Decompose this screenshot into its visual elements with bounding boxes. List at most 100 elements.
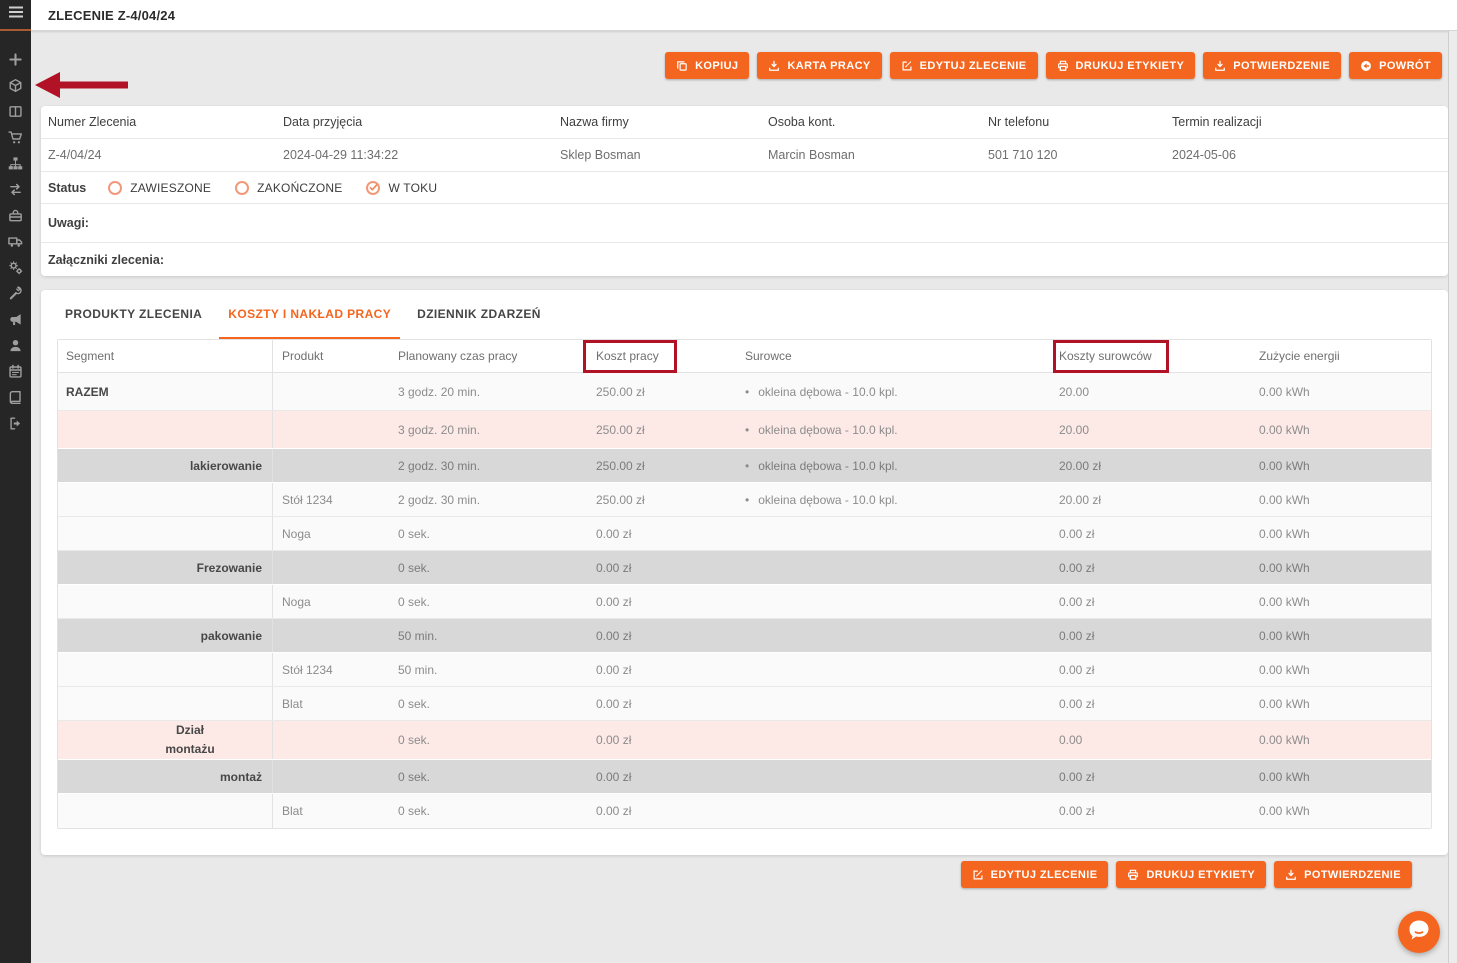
top-karta-pracy-button[interactable]: KARTA PRACY [757, 52, 881, 79]
chat-launcher-button[interactable] [1398, 911, 1440, 953]
cube-icon [8, 78, 23, 98]
table-row: Stół 1234 50 min. 0.00 zł 0.00 zł 0.00 k… [58, 653, 1431, 687]
cell-produkt: Blat [273, 794, 391, 828]
top-drukuj-etykiety-button[interactable]: DRUKUJ ETYKIETY [1046, 52, 1196, 79]
attachments-label: Załączniki zlecenia: [48, 253, 164, 267]
cell-koszt-pracy: 250.00 zł [583, 373, 730, 410]
top-kopiuj-button[interactable]: KOPIUJ [665, 52, 749, 79]
sidebar-item-book[interactable] [0, 387, 31, 413]
cell-koszt-pracy: 0.00 zł [583, 517, 730, 550]
sidebar-item-megaphone[interactable] [0, 309, 31, 335]
order-info-labels: Numer ZleceniaData przyjęciaNazwa firmyO… [41, 106, 1448, 139]
table-row: Noga 0 sek. 0.00 zł 0.00 zł 0.00 kWh [58, 585, 1431, 619]
copy-icon [676, 60, 688, 72]
cell-produkt [273, 721, 391, 759]
cell-czas: 3 godz. 20 min. [391, 373, 583, 410]
tab-dziennik-zdarze[interactable]: DZIENNIK ZDARZEŃ [408, 290, 550, 339]
cell-segment: montaż [58, 760, 273, 793]
sidebar-item-plus[interactable] [0, 49, 31, 75]
sidebar [0, 0, 31, 963]
sidebar-item-toolbox[interactable] [0, 205, 31, 231]
sidebar-nav [0, 31, 31, 439]
sidebar-item-sitemap[interactable] [0, 153, 31, 179]
status-option-zawieszone[interactable]: ZAWIESZONE [108, 181, 211, 195]
sidebar-item-signout[interactable] [0, 413, 31, 439]
sidebar-item-cube[interactable] [0, 75, 31, 101]
info-value-osoba-kont: Marcin Bosman [768, 148, 988, 162]
sidebar-item-cart[interactable] [0, 127, 31, 153]
menu-toggle-button[interactable] [0, 0, 31, 31]
top-edytuj-zlecenie-button[interactable]: EDYTUJ ZLECENIE [890, 52, 1038, 79]
notes-row: Uwagi: [41, 204, 1448, 243]
cell-surowce: •okleina dębowa - 10.0 kpl. [730, 373, 1041, 410]
cell-koszt-pracy: 250.00 zł [583, 411, 730, 448]
cell-produkt: Stół 1234 [273, 653, 391, 686]
cell-czas: 50 min. [391, 619, 583, 652]
book-icon [8, 390, 23, 410]
cell-koszty-surowcow: 0.00 zł [1041, 619, 1241, 652]
tab-produkty-zlecenia[interactable]: PRODUKTY ZLECENIA [56, 290, 211, 339]
details-card: PRODUKTY ZLECENIA KOSZTY I NAKŁAD PRACY … [41, 290, 1448, 855]
cell-segment [58, 517, 273, 550]
cell-segment [58, 653, 273, 686]
cell-produkt [273, 373, 391, 410]
cell-surowce: •okleina dębowa - 10.0 kpl. [730, 483, 1041, 516]
bottom-drukuj-etykiety-button[interactable]: DRUKUJ ETYKIETY [1116, 861, 1266, 888]
chat-bubble-icon [1408, 919, 1430, 946]
info-label-numer-zlecenia: Numer Zlecenia [48, 115, 283, 129]
top-potwierdzenie-button[interactable]: POTWIERDZENIE [1203, 52, 1341, 79]
status-option-w-toku[interactable]: W TOKU [366, 181, 437, 195]
info-label-data-przyj-cia: Data przyjęcia [283, 115, 560, 129]
bottom-edytuj-zlecenie-button[interactable]: EDYTUJ ZLECENIE [961, 861, 1109, 888]
cell-czas: 0 sek. [391, 687, 583, 720]
main-content: KOPIUJ KARTA PRACY EDYTUJ ZLECENIE DRUKUJ E… [31, 31, 1448, 888]
cell-koszty-surowcow: 20.00 zł [1041, 483, 1241, 516]
columns-icon [8, 104, 23, 124]
top-powr-t-button[interactable]: POWRÓT [1349, 52, 1442, 79]
cell-koszty-surowcow: 20.00 [1041, 373, 1241, 410]
bottom-potwierdzenie-button[interactable]: POTWIERDZENIE [1274, 861, 1412, 888]
cell-segment: lakierowanie [58, 449, 273, 482]
sidebar-item-calendar[interactable] [0, 361, 31, 387]
table-row: Frezowanie 0 sek. 0.00 zł 0.00 zł 0.00 k… [58, 551, 1431, 585]
cell-zuzycie-energii: 0.00 kWh [1241, 619, 1431, 652]
cell-czas: 50 min. [391, 653, 583, 686]
cell-czas: 3 godz. 20 min. [391, 411, 583, 448]
download-icon [768, 60, 780, 72]
sidebar-item-user[interactable] [0, 335, 31, 361]
column-header-segment: Segment [58, 340, 273, 372]
cell-koszt-pracy: 0.00 zł [583, 551, 730, 584]
cell-surowce [730, 721, 1041, 759]
cell-surowce [730, 517, 1041, 550]
page-scrollbar[interactable] [1448, 31, 1457, 963]
cogs-icon [8, 260, 23, 280]
table-row: RAZEM 3 godz. 20 min. 250.00 zł •okleina… [58, 373, 1431, 411]
cell-czas: 0 sek. [391, 760, 583, 793]
sidebar-item-exchange[interactable] [0, 179, 31, 205]
cell-segment: RAZEM [58, 373, 273, 410]
cell-segment [58, 483, 273, 516]
cell-koszty-surowcow: 0.00 zł [1041, 517, 1241, 550]
column-header-koszt-pracy: Koszt pracy [583, 340, 730, 372]
sidebar-item-wrench[interactable] [0, 283, 31, 309]
cell-czas: 0 sek. [391, 517, 583, 550]
cell-surowce [730, 585, 1041, 618]
back-icon [1360, 60, 1372, 72]
sidebar-item-truck[interactable] [0, 231, 31, 257]
status-row: Status ZAWIESZONE ZAKOŃCZONE W TOKU [41, 172, 1448, 204]
sidebar-item-cogs[interactable] [0, 257, 31, 283]
cell-zuzycie-energii: 0.00 kWh [1241, 517, 1431, 550]
sidebar-item-columns[interactable] [0, 101, 31, 127]
status-option-zako-czone[interactable]: ZAKOŃCZONE [235, 181, 342, 195]
info-value-nr-telefonu: 501 710 120 [988, 148, 1172, 162]
cell-koszty-surowcow: 0.00 [1041, 721, 1241, 759]
download-icon [1214, 60, 1226, 72]
cell-segment: pakowanie [58, 619, 273, 652]
cell-surowce: •okleina dębowa - 10.0 kpl. [730, 411, 1041, 448]
table-row: lakierowanie 2 godz. 30 min. 250.00 zł •… [58, 449, 1431, 483]
cell-zuzycie-energii: 0.00 kWh [1241, 760, 1431, 793]
column-header-planowany-czas-pracy: Planowany czas pracy [391, 340, 583, 372]
column-header-zu-ycie-energii: Zużycie energii [1241, 340, 1431, 372]
bullet-icon: • [745, 459, 749, 473]
tab-koszty-i-nak-ad-pracy[interactable]: KOSZTY I NAKŁAD PRACY [219, 290, 400, 339]
